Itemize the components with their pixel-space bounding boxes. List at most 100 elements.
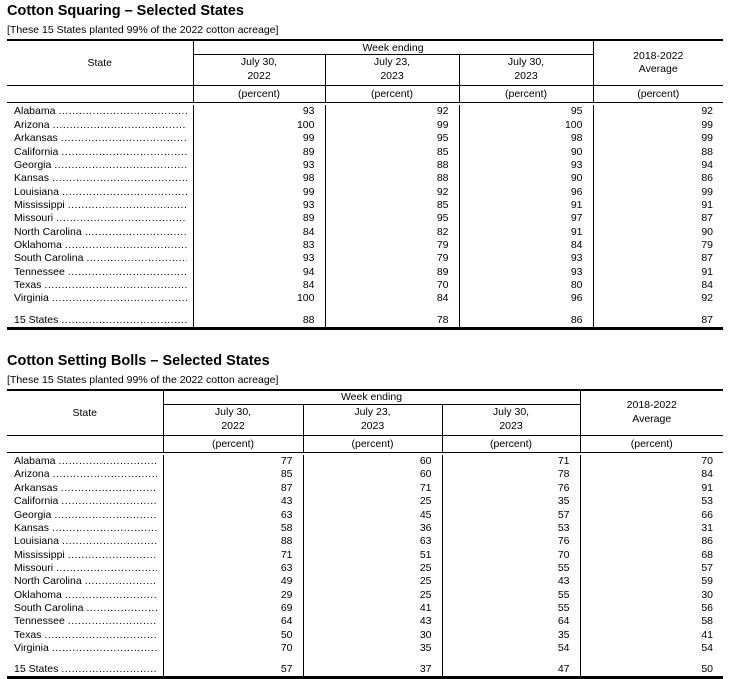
header-row-dates: July 30, 2022 July 23, 2023 July 30, 202… (7, 404, 723, 436)
state-name-cell: Arizona.................................… (7, 119, 193, 132)
table-row: North Carolina..........................… (7, 225, 723, 239)
state-name: Kansas (14, 172, 50, 185)
value-cell: 55 (441, 588, 580, 602)
state-name: Missouri (14, 561, 54, 574)
header-row-week-ending: State Week ending 2018-2022 Average (7, 40, 723, 86)
dot-leaders: ........................................… (52, 172, 186, 185)
value-cell: 86 (458, 313, 593, 329)
state-name-cell: Texas...................................… (7, 629, 163, 642)
spacer-cell (592, 305, 723, 314)
value-cell: 98 (192, 172, 325, 186)
value-cell: 99 (192, 132, 325, 146)
value-cell: 57 (162, 663, 303, 678)
spacer-cell (458, 305, 593, 314)
dot-leaders: ........................................… (84, 575, 157, 588)
table-row: Missouri................................… (7, 212, 723, 226)
state-name-cell: Georgia.................................… (7, 159, 193, 172)
value-cell: 79 (592, 238, 723, 253)
date1-line2: 2022 (247, 69, 271, 82)
state-name-cell: Virginia................................… (7, 642, 163, 655)
state-name-cell: Louisiana...............................… (7, 535, 163, 548)
value-cell: 87 (592, 252, 723, 266)
value-cell: 93 (458, 265, 593, 279)
value-cell: 25 (302, 575, 442, 589)
state-name: Missouri (14, 212, 54, 225)
dot-leaders: ........................................… (67, 615, 157, 628)
spacer-cell (7, 306, 193, 314)
dot-leaders: ........................................… (64, 238, 187, 251)
col-header-date-3: July 30, 2023 (441, 404, 580, 436)
state-name-cell: Missouri................................… (7, 212, 193, 225)
value-cell: 99 (192, 185, 325, 199)
value-cell: 88 (192, 313, 325, 329)
value-cell: 25 (302, 588, 442, 602)
table-row: Georgia.................................… (7, 158, 723, 173)
table-row: Arkansas................................… (7, 481, 723, 496)
state-name-cell: Oklahoma................................… (7, 589, 163, 602)
value-cell: 84 (592, 278, 723, 293)
state-name: Louisiana (14, 535, 59, 548)
state-name-cell: California..............................… (7, 495, 163, 508)
unit-row: (percent) (percent) (percent) (percent) (7, 85, 723, 103)
value-cell: 91 (458, 225, 593, 239)
state-name-cell: Alabama.................................… (7, 105, 193, 118)
spacer-cell (579, 655, 723, 664)
value-cell: 31 (579, 521, 723, 536)
state-name-cell: 15 States...............................… (7, 314, 193, 329)
value-cell: 91 (592, 198, 723, 213)
value-cell: 71 (441, 455, 580, 469)
value-cell: 93 (458, 252, 593, 266)
date2-line1: July 23, (373, 56, 411, 69)
state-name-cell: Missouri................................… (7, 562, 163, 575)
state-name: Arkansas (14, 481, 58, 494)
dot-leaders: ........................................… (67, 198, 187, 211)
dot-leaders: ........................................… (56, 212, 186, 225)
value-cell: 91 (579, 481, 723, 496)
state-name: Arizona (14, 118, 50, 131)
value-cell: 88 (592, 145, 723, 159)
table-row: Tennessee...............................… (7, 615, 723, 629)
value-cell: 56 (579, 601, 723, 616)
value-cell: 53 (441, 521, 580, 536)
value-cell: 68 (579, 548, 723, 562)
spacer-cell (162, 655, 303, 664)
value-cell: 93 (458, 158, 593, 173)
value-cell: 79 (324, 252, 459, 266)
value-cell: 54 (441, 641, 580, 656)
state-name-cell: Louisiana...............................… (7, 186, 193, 199)
table-row: Kansas..................................… (7, 521, 723, 536)
value-cell: 92 (324, 185, 459, 199)
table-title: Cotton Setting Bolls – Selected States (7, 352, 270, 369)
unit-cell: (percent) (458, 85, 593, 103)
table-row: Virginia................................… (7, 292, 723, 306)
value-cell: 93 (192, 252, 325, 266)
value-cell: 60 (302, 468, 442, 482)
state-name: Oklahoma (14, 238, 62, 251)
value-cell: 86 (579, 535, 723, 549)
state-name: Tennessee (14, 615, 65, 628)
table-row: Oklahoma................................… (7, 238, 723, 253)
col-header-state: State (7, 40, 193, 86)
date3-line2: 2023 (514, 69, 538, 82)
value-cell: 80 (458, 278, 593, 293)
value-cell: 83 (192, 238, 325, 253)
dot-leaders: ........................................… (86, 601, 156, 614)
value-cell: 41 (302, 601, 442, 616)
unit-cell: (percent) (192, 85, 325, 103)
col-header-date-3: July 30, 2023 (458, 54, 593, 86)
total-row: 15 States...............................… (7, 313, 723, 329)
state-name: Virginia (14, 641, 49, 654)
value-cell: 41 (579, 628, 723, 642)
value-cell: 66 (579, 508, 723, 522)
table-row: Arizona.................................… (7, 118, 723, 133)
table-row: North Carolina..........................… (7, 575, 723, 589)
col-header-week-ending: Week ending (192, 40, 594, 55)
value-cell: 71 (162, 548, 303, 562)
value-cell: 35 (441, 495, 580, 509)
table-row: Texas...................................… (7, 278, 723, 293)
state-name-cell: Texas...................................… (7, 279, 193, 292)
value-cell: 51 (302, 548, 442, 562)
state-name-cell: South Carolina..........................… (7, 602, 163, 615)
state-name-cell: Kansas..................................… (7, 172, 193, 185)
dot-leaders: ........................................… (44, 628, 157, 641)
